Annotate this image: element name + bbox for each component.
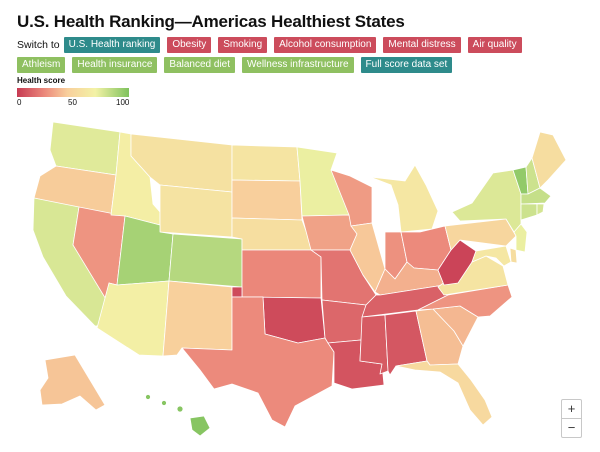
state-WV[interactable] bbox=[437, 239, 477, 286]
metric-button-balanced-diet[interactable]: Balanced diet bbox=[164, 57, 236, 73]
state-AR[interactable] bbox=[321, 299, 367, 344]
legend-ticks: 0 50 100 bbox=[17, 97, 132, 107]
page-title: U.S. Health Ranking—Americas Healthiest … bbox=[17, 12, 405, 31]
metric-button-health-insurance[interactable]: Health insurance bbox=[72, 57, 158, 73]
switch-row-2: Athleism Health insurance Balanced diet … bbox=[17, 57, 459, 73]
zoom-control: + − bbox=[561, 399, 582, 438]
legend-title: Health score bbox=[17, 76, 66, 85]
state-IA[interactable] bbox=[301, 214, 358, 251]
metric-button-alcohol-consumption[interactable]: Alcohol consumption bbox=[274, 37, 377, 53]
state-AZ[interactable] bbox=[96, 280, 170, 357]
state-IL[interactable] bbox=[349, 222, 386, 293]
zoom-in-button[interactable]: + bbox=[562, 400, 581, 419]
metric-button-air-quality[interactable]: Air quality bbox=[467, 37, 522, 53]
state-TX[interactable] bbox=[181, 296, 335, 428]
legend-tick-mid: 50 bbox=[68, 98, 77, 107]
state-CO[interactable] bbox=[168, 233, 243, 288]
switch-label: Switch to bbox=[17, 39, 60, 51]
state-HI-island-maui[interactable] bbox=[176, 405, 184, 413]
metric-button-smoking[interactable]: Smoking bbox=[218, 37, 268, 53]
metric-button-full-score-data-set[interactable]: Full score data set bbox=[360, 57, 453, 73]
state-WY[interactable] bbox=[159, 184, 233, 238]
state-NM[interactable] bbox=[162, 280, 233, 357]
state-NE[interactable] bbox=[231, 217, 314, 251]
state-KS[interactable] bbox=[241, 249, 322, 299]
state-HI-island-oahu[interactable] bbox=[161, 400, 167, 406]
metric-button-wellness-infrastructure[interactable]: Wellness infrastructure bbox=[242, 57, 354, 73]
state-AK[interactable] bbox=[39, 354, 106, 411]
color-legend: Health score 0 50 100 bbox=[17, 76, 132, 107]
metric-button-athleism[interactable]: Athleism bbox=[17, 57, 66, 73]
state-SD[interactable] bbox=[231, 179, 303, 221]
state-ND[interactable] bbox=[231, 144, 301, 182]
state-NJ[interactable] bbox=[513, 223, 528, 253]
state-CT[interactable] bbox=[520, 203, 538, 221]
legend-gradient-bar bbox=[17, 88, 129, 97]
state-NC[interactable] bbox=[417, 284, 513, 318]
state-PA[interactable] bbox=[444, 218, 517, 251]
state-RI[interactable] bbox=[536, 203, 545, 216]
metric-button-health-ranking[interactable]: U.S. Health ranking bbox=[63, 37, 161, 53]
metric-button-obesity[interactable]: Obesity bbox=[167, 37, 212, 53]
state-DE[interactable] bbox=[509, 247, 518, 264]
state-MI[interactable] bbox=[369, 164, 439, 233]
zoom-out-button[interactable]: − bbox=[567, 420, 576, 435]
legend-tick-min: 0 bbox=[17, 98, 22, 107]
metric-button-mental-distress[interactable]: Mental distress bbox=[383, 37, 461, 53]
state-MD[interactable] bbox=[471, 245, 512, 267]
legend-tick-max: 100 bbox=[116, 98, 130, 107]
state-HI[interactable] bbox=[189, 415, 211, 437]
state-HI-island-kauai[interactable] bbox=[145, 394, 151, 400]
state-FL[interactable] bbox=[395, 360, 493, 426]
switch-row: Switch to U.S. Health ranking Obesity Sm… bbox=[17, 37, 529, 53]
